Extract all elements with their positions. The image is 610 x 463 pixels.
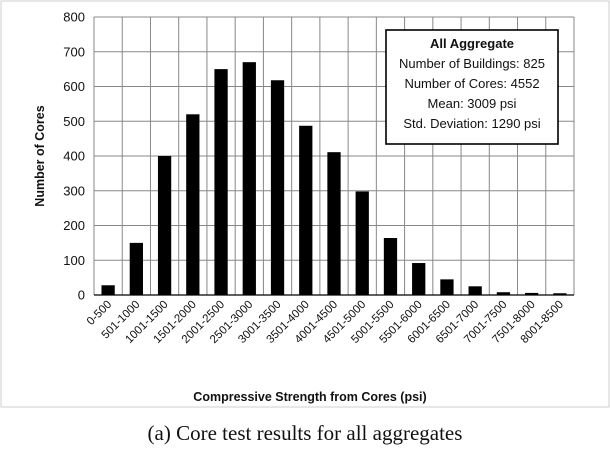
bar-6501-7000 — [468, 286, 482, 295]
bar-7001-7500 — [496, 292, 511, 295]
bar-0-500 — [101, 285, 115, 295]
bar-7501-8000 — [525, 292, 539, 295]
annotation-frame — [385, 29, 559, 145]
bar-8001-8500 — [553, 293, 567, 295]
bar-3501-4000 — [299, 125, 313, 295]
x-axis-title: Compressive Strength from Cores (psi) — [193, 390, 426, 404]
annotation-line-mean: Mean: 3009 psi — [428, 96, 517, 111]
summary-annotation-box: All Aggregate Number of Buildings: 825 N… — [385, 29, 559, 145]
y-tick-label: 300 — [63, 183, 85, 198]
y-tick-label: 600 — [63, 79, 85, 94]
bar-501-1000 — [129, 242, 143, 295]
bar-2501-3000 — [242, 62, 256, 295]
annotation-title: All Aggregate — [430, 36, 514, 51]
annotation-line-stddev: Std. Deviation: 1290 psi — [403, 116, 540, 131]
y-tick-label: 0 — [78, 288, 85, 303]
y-axis-title: Number of Cores — [33, 105, 47, 206]
bar-layer — [101, 62, 567, 296]
y-tick-labels: 0 100 200 300 400 500 600 700 800 — [63, 10, 85, 303]
annotation-line-cores: Number of Cores: 4552 — [404, 76, 539, 91]
bar-4501-5000 — [355, 191, 369, 295]
annotation-line-buildings: Number of Buildings: 825 — [399, 56, 545, 71]
y-tick-label: 200 — [63, 218, 85, 233]
figure-caption: (a) Core test results for all aggregates — [148, 421, 463, 445]
bar-3001-3500 — [270, 80, 285, 296]
bar-5001-5500 — [383, 238, 398, 295]
y-tick-label: 700 — [63, 44, 85, 59]
y-tick-label: 500 — [63, 114, 85, 129]
y-tick-label: 800 — [63, 10, 85, 25]
bar-4001-4500 — [327, 152, 341, 295]
bar-1001-1500 — [157, 156, 172, 295]
bar-1501-2000 — [186, 114, 200, 295]
bar-5501-6000 — [412, 263, 426, 295]
y-tick-label: 400 — [63, 149, 85, 164]
y-tick-label: 100 — [63, 253, 85, 268]
bar-6001-6500 — [440, 279, 454, 295]
bar-2001-2500 — [214, 69, 228, 295]
